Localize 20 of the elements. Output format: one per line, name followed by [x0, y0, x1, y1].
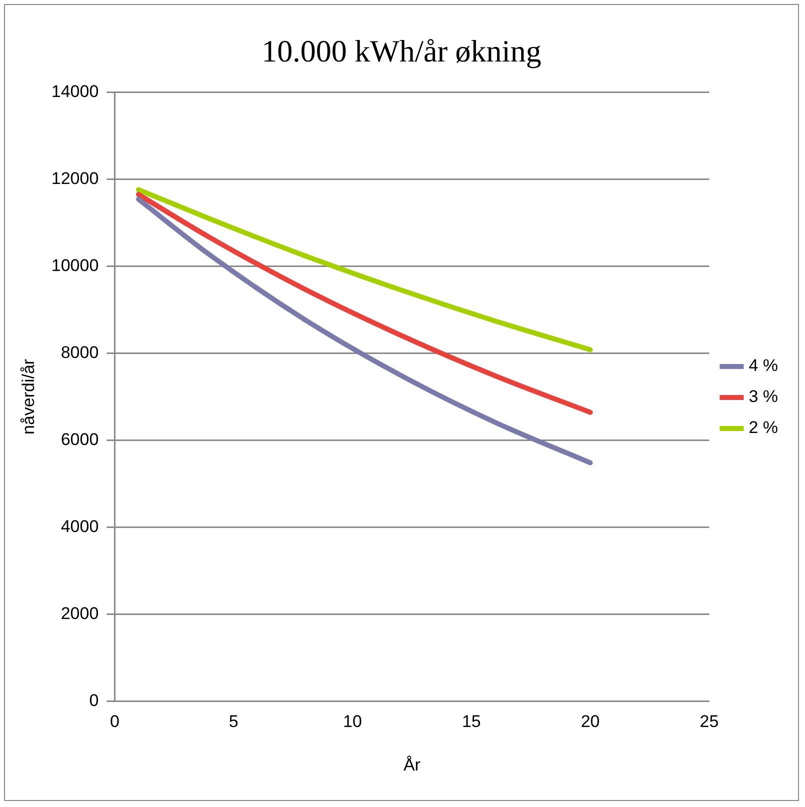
- y-tick-label: 6000: [60, 430, 99, 449]
- x-tick-label: 15: [462, 712, 481, 732]
- x-tick-label: 5: [228, 712, 238, 732]
- y-tick-label: 10000: [51, 256, 99, 275]
- chart-title: 10.000 kWh/år økning: [262, 34, 542, 69]
- y-tick-label: 0: [89, 690, 99, 710]
- legend-label: 3 %: [748, 387, 778, 406]
- y-tick-label: 14000: [51, 82, 99, 101]
- x-axis-title: År: [403, 755, 421, 774]
- legend-label: 4 %: [748, 356, 778, 376]
- y-tick-label: 8000: [60, 342, 99, 362]
- y-axis-title: nåverdi/år: [18, 358, 38, 435]
- x-tick-label: 10: [343, 712, 362, 732]
- x-tick-label: 0: [110, 712, 120, 732]
- x-tick-label: 20: [580, 712, 600, 732]
- x-tick-label: 25: [700, 712, 719, 732]
- y-tick-label: 2000: [60, 604, 99, 623]
- y-tick-label: 12000: [51, 168, 99, 188]
- y-tick-label: 4000: [60, 516, 99, 536]
- legend-label: 2 %: [748, 418, 778, 438]
